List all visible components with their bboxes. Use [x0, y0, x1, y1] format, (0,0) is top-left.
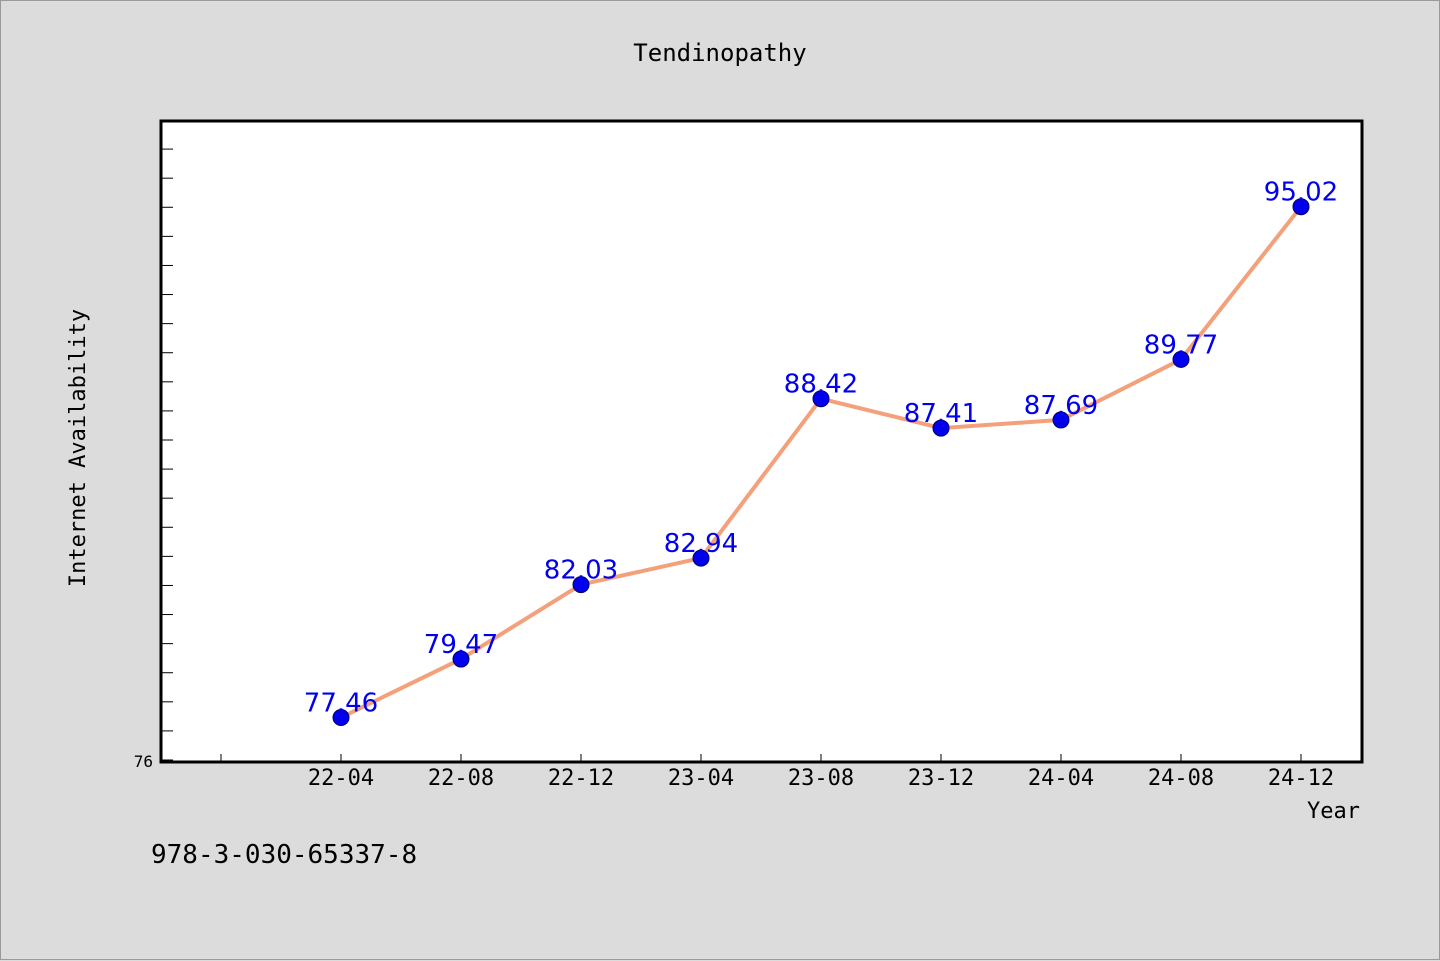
data-label: 77.46: [304, 689, 378, 719]
y-axis-ticks: [161, 148, 173, 761]
data-label: 79.47: [424, 630, 498, 660]
data-point: [572, 576, 590, 594]
data-point: [1172, 350, 1190, 368]
data-labels: 77.46 79.47 82.03 82.94 88.42 87.41 87.69 89.77…: [304, 178, 1338, 719]
x-tick-label: 23-04: [668, 766, 734, 791]
isbn-footer: 978-3-030-65337-8: [151, 840, 417, 870]
x-tick-label: 22-04: [308, 766, 374, 791]
x-tick-label: 24-08: [1148, 766, 1214, 791]
data-label: 87.41: [904, 399, 978, 429]
data-point: [1052, 411, 1070, 429]
x-axis-ticks: 22-04 22-08 22-12 23-04 23-08 23-12 24-04 24-08…: [220, 754, 1334, 791]
data-label: 82.94: [664, 529, 738, 559]
data-point: [332, 709, 350, 727]
x-tick-label: 23-12: [908, 766, 974, 791]
data-label: 82.03: [544, 556, 618, 586]
x-tick-label: 24-12: [1268, 766, 1334, 791]
data-label: 95.02: [1264, 178, 1338, 208]
data-label: 89.77: [1144, 330, 1218, 360]
data-point: [1292, 198, 1310, 216]
data-point: [932, 419, 950, 437]
x-tick-label: 22-08: [428, 766, 494, 791]
data-point: [692, 549, 710, 567]
y-tick-label: 76: [134, 752, 153, 771]
x-axis-label: Year: [1307, 799, 1360, 824]
x-tick-label: 22-12: [548, 766, 614, 791]
data-label: 87.69: [1024, 391, 1098, 421]
x-tick-label: 24-04: [1028, 766, 1094, 791]
y-axis-label: Internet Availability: [66, 309, 91, 587]
x-tick-label: 23-08: [788, 766, 854, 791]
series-markers: [332, 198, 1310, 727]
data-point: [452, 650, 470, 668]
chart-title: Tendinopathy: [633, 39, 806, 67]
plot-area: [159, 119, 1364, 764]
data-label: 88.42: [784, 370, 858, 400]
data-point: [812, 390, 830, 408]
